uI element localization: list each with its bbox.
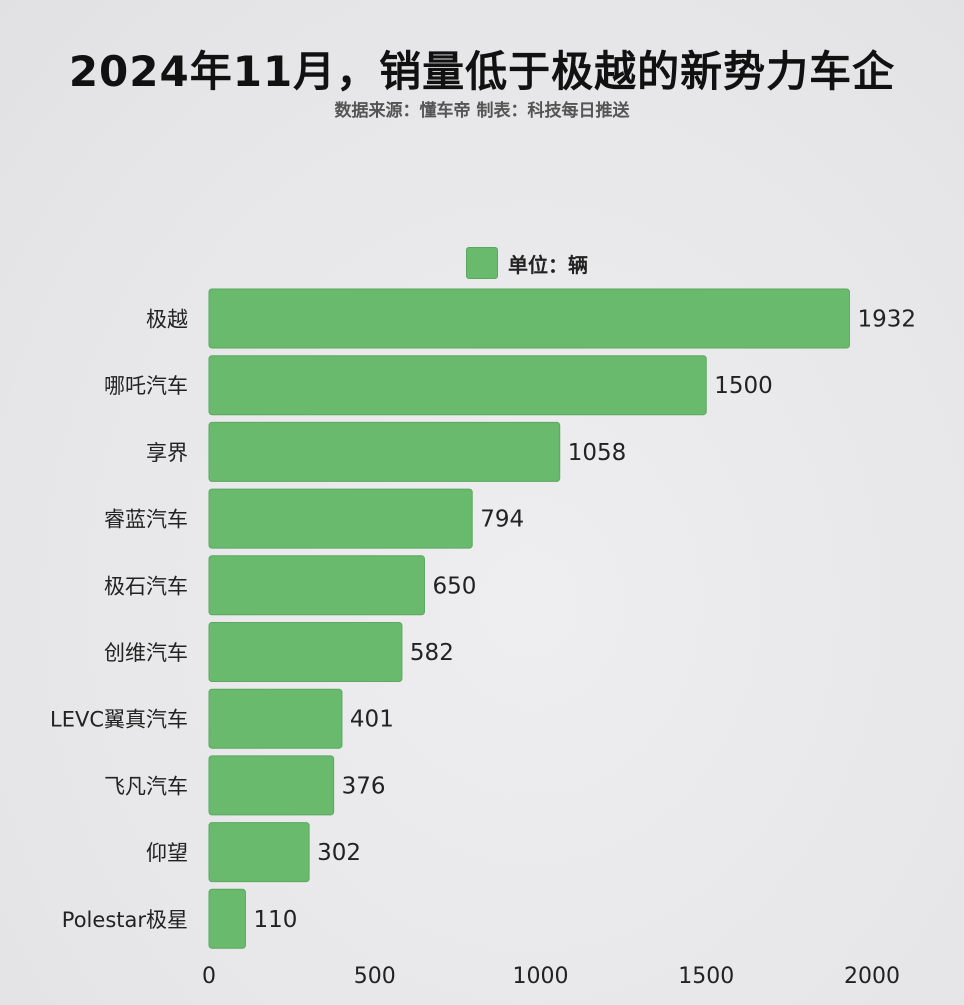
value-label: 794 [480, 507, 524, 533]
category-label: 仰望 [146, 841, 188, 865]
value-label: 650 [432, 573, 476, 599]
x-tick-label: 1000 [513, 964, 569, 989]
x-tick-label: 0 [202, 964, 216, 989]
value-label: 582 [410, 640, 454, 666]
bar [208, 688, 343, 749]
value-label: 401 [350, 707, 394, 733]
value-label: 1500 [714, 373, 773, 399]
value-label: 110 [253, 907, 297, 933]
bar [208, 888, 246, 949]
x-tick-label: 500 [354, 964, 396, 989]
category-label: 飞凡汽车 [104, 774, 188, 798]
category-label: Polestar极星 [62, 908, 188, 932]
category-label: 极越 [146, 308, 188, 332]
chart-legend: 单位：辆 [466, 247, 588, 279]
category-label: 哪吒汽车 [104, 374, 188, 398]
bar [208, 288, 850, 349]
bar [208, 355, 707, 416]
value-label: 1058 [568, 440, 627, 466]
legend-swatch [466, 247, 498, 279]
value-label: 1932 [857, 307, 916, 333]
x-tick-label: 1500 [678, 964, 734, 989]
value-label: 302 [317, 840, 361, 866]
category-label: 睿蓝汽车 [104, 508, 188, 532]
category-label: 享界 [146, 441, 188, 465]
bar [208, 622, 403, 682]
category-label: LEVC翼真汽车 [50, 708, 188, 732]
value-label: 376 [342, 773, 386, 799]
legend-label: 单位：辆 [508, 252, 588, 277]
chart-subtitle: 数据来源：懂车帝 制表：科技每日推送 [334, 101, 630, 121]
chart-title: 2024年11月，销量低于极越的新势力车企 [68, 47, 896, 96]
bar [208, 421, 561, 482]
bar [208, 488, 473, 549]
x-tick-label: 2000 [844, 964, 900, 989]
bar [208, 755, 335, 816]
category-label: 创维汽车 [104, 641, 188, 665]
bar [208, 822, 310, 883]
bar [208, 555, 425, 616]
category-label: 极石汽车 [104, 574, 188, 598]
